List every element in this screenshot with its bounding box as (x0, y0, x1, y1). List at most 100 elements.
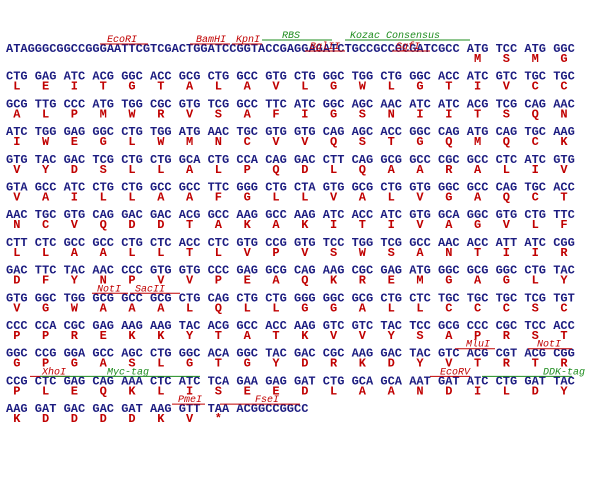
codon: GAC (64, 402, 86, 416)
amino-acid: L (13, 246, 20, 260)
amino-acid: T (445, 80, 452, 94)
amino-acid: S (532, 329, 539, 343)
codon: CTC (35, 374, 57, 388)
codon: CAG (294, 264, 316, 278)
codon: GGC (323, 97, 345, 111)
codon: CTG (150, 347, 172, 361)
codon: AAT (409, 374, 431, 388)
feature-label: Myc-tag (107, 367, 149, 378)
codon: TCC (524, 319, 546, 333)
codon: GCC (64, 236, 86, 250)
codon: ATC (524, 153, 546, 167)
amino-acid: L (272, 191, 279, 205)
codon: AAG (323, 264, 345, 278)
codon: ATC (6, 125, 28, 139)
codon: AAC (553, 97, 575, 111)
codon: ATC (64, 181, 86, 195)
codon: GCC (467, 153, 489, 167)
codon: GCA (179, 153, 201, 167)
amino-acid: L (388, 301, 395, 315)
codon: CGC (438, 153, 460, 167)
amino-acid: D (301, 163, 308, 177)
codon: TAC (179, 319, 201, 333)
codon: GAG (35, 70, 57, 84)
amino-acid: K (244, 218, 252, 232)
codon: ATC (467, 70, 489, 84)
amino-acid: P (42, 329, 49, 343)
codon: GCG (438, 319, 460, 333)
amino-acid: V (186, 412, 194, 426)
amino-acid: L (13, 80, 20, 94)
codon: CCC (467, 319, 489, 333)
amino-acid: A (416, 246, 424, 260)
amino-acid: I (416, 107, 423, 121)
codon: TAC (64, 264, 86, 278)
amino-acid: G (416, 80, 423, 94)
amino-acid: E (272, 384, 279, 398)
amino-acid: T (186, 246, 193, 260)
amino-acid: V (330, 329, 338, 343)
amino-acid: W (71, 301, 79, 315)
amino-acid: R (359, 274, 367, 288)
amino-acid: V (301, 246, 309, 260)
amino-acid: G (330, 80, 337, 94)
codon: AAG (236, 208, 258, 222)
amino-acid: G (474, 218, 481, 232)
amino-acid: M (186, 135, 193, 149)
amino-acid: A (100, 357, 108, 371)
amino-acid: G (71, 357, 78, 371)
codon: GGC (6, 347, 28, 361)
amino-acid: V (301, 135, 309, 149)
amino-acid: L (388, 80, 395, 94)
codon: GAG (265, 374, 287, 388)
codon: GCG (352, 181, 374, 195)
codon: TAC (553, 374, 575, 388)
codon: AAG (121, 319, 143, 333)
amino-acid: L (330, 163, 337, 177)
codon: ATC (467, 374, 489, 388)
codon: CCA (35, 319, 57, 333)
amino-acid: A (186, 163, 194, 177)
amino-acid: L (128, 191, 135, 205)
amino-acid: T (157, 80, 164, 94)
amino-acid: P (272, 246, 279, 260)
amino-acid: D (42, 412, 49, 426)
codon: AAC (92, 264, 114, 278)
amino-acid: R (503, 329, 511, 343)
amino-acid: R (445, 163, 453, 177)
codon: GAA (236, 374, 258, 388)
codon: GTG (179, 97, 201, 111)
codon: TTG (35, 97, 57, 111)
codon: CTG (6, 70, 28, 84)
amino-acid: L (215, 246, 222, 260)
amino-acid: E (42, 80, 49, 94)
codon: GTG (64, 208, 86, 222)
codon: CTG (121, 125, 143, 139)
amino-acid: K (13, 412, 21, 426)
codon: CAG (352, 153, 374, 167)
amino-acid: E (388, 274, 395, 288)
amino-acid: D (13, 274, 20, 288)
amino-acid: A (474, 274, 482, 288)
codon: TGC (553, 70, 575, 84)
amino-acid: N (100, 274, 107, 288)
codon: GGC (409, 70, 431, 84)
codon: GGC (496, 264, 518, 278)
amino-acid: A (388, 384, 396, 398)
codon: CTG (380, 70, 402, 84)
codon: GCC (236, 319, 258, 333)
amino-acid: N (416, 384, 423, 398)
codon: GCG (6, 97, 28, 111)
feature-label: EcoRV (440, 367, 471, 378)
amino-acid: A (100, 246, 108, 260)
amino-acid: C (560, 80, 567, 94)
amino-acid: S (330, 246, 337, 260)
codon: GGC (323, 70, 345, 84)
amino-acid: M (474, 135, 481, 149)
amino-acid: V (71, 218, 79, 232)
amino-acid: I (445, 107, 452, 121)
codon: CAG (92, 208, 114, 222)
codon: CTA (294, 181, 316, 195)
amino-acid: E (71, 384, 78, 398)
amino-acid: Y (272, 357, 280, 371)
